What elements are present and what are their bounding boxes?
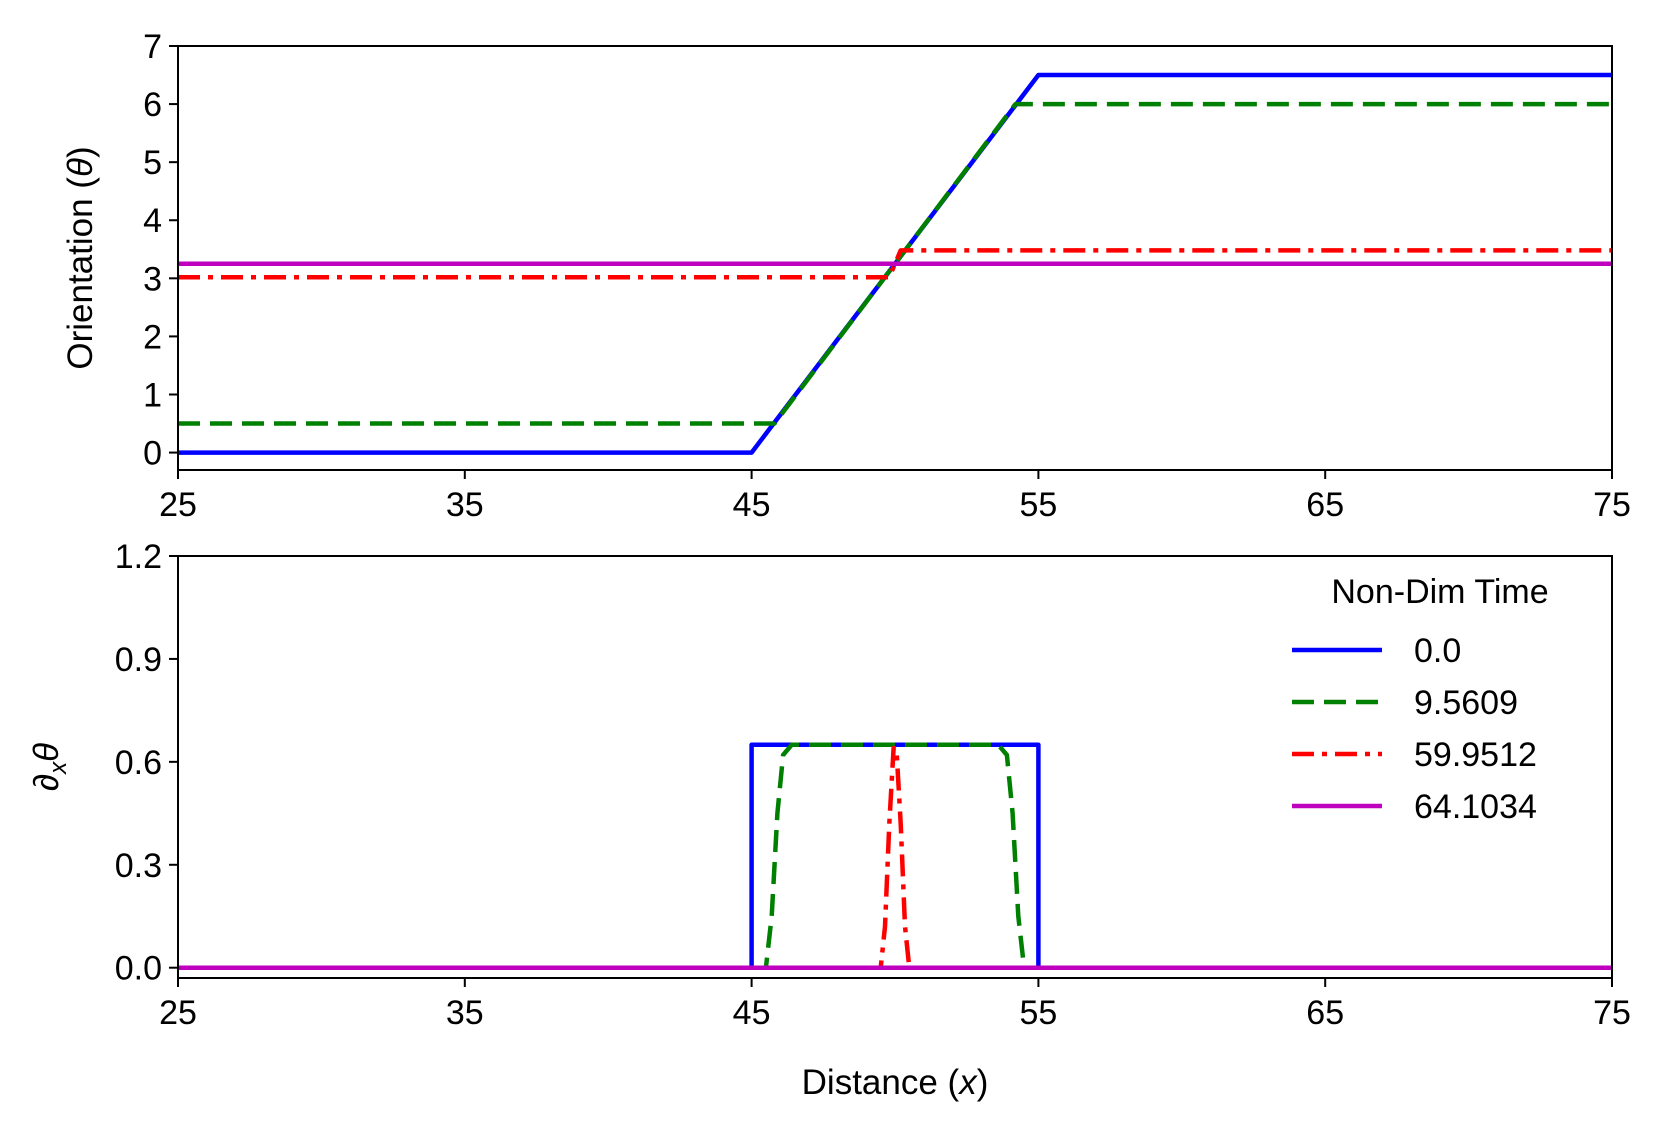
x-tick-label: 55 (1019, 486, 1057, 524)
plot-frame (177, 45, 1613, 471)
x-tick-label: 55 (1019, 994, 1057, 1032)
series-lines (178, 742, 1612, 970)
y-tick-label: 2 (143, 318, 162, 356)
series-line-t1 (178, 742, 1612, 970)
legend: Non-Dim Time 0.0 9.5609 59.9512 64.1034 (1292, 573, 1549, 826)
y-axis-label: Orientation (θ) (61, 146, 100, 369)
y-axis-label: ∂xθ (27, 743, 72, 791)
y-tick-label: 7 (143, 28, 162, 66)
series-line-t2 (178, 248, 1612, 280)
x-tick-label: 35 (446, 486, 484, 524)
legend-label: 9.5609 (1414, 684, 1518, 722)
x-tick-label: 45 (733, 994, 771, 1032)
x-tick-label: 25 (159, 486, 197, 524)
x-axis: 25 35 45 55 65 75 (159, 978, 1631, 1032)
x-tick-label: 35 (446, 994, 484, 1032)
series-line-t1 (178, 101, 1612, 426)
y-tick-label: 0.9 (115, 641, 162, 679)
legend-label: 64.1034 (1414, 788, 1537, 826)
y-tick-label: 3 (143, 260, 162, 298)
x-tick-label: 25 (159, 994, 197, 1032)
y-tick-label: 0.0 (115, 950, 162, 988)
x-axis: 25 35 45 55 65 75 (159, 470, 1631, 524)
x-tick-label: 75 (1593, 994, 1631, 1032)
x-tick-label: 45 (733, 486, 771, 524)
y-tick-label: 0.6 (115, 744, 162, 782)
y-tick-label: 0.3 (115, 847, 162, 885)
series-line-t2 (178, 745, 1612, 970)
x-tick-label: 75 (1593, 486, 1631, 524)
legend-title: Non-Dim Time (1331, 573, 1548, 611)
y-tick-label: 6 (143, 86, 162, 124)
series-lines (178, 72, 1612, 455)
derivative-plot: 25 35 45 55 65 75 0.0 0.3 0.6 0.9 1.2 Distance (x… (27, 538, 1631, 1102)
x-tick-label: 65 (1306, 994, 1344, 1032)
legend-label: 0.0 (1414, 632, 1461, 670)
y-axis: 0.0 0.3 0.6 0.9 1.2 (115, 538, 178, 988)
legend-label: 59.9512 (1414, 736, 1537, 774)
y-tick-label: 0 (143, 435, 162, 473)
y-tick-label: 5 (143, 144, 162, 182)
y-axis: 0 1 2 3 4 5 6 7 (143, 28, 178, 473)
y-tick-label: 1.2 (115, 538, 162, 576)
x-tick-label: 65 (1306, 486, 1344, 524)
y-tick-label: 1 (143, 376, 162, 414)
y-tick-label: 4 (143, 202, 162, 240)
x-axis-label: Distance (x) (802, 1063, 989, 1102)
plot-frame (177, 555, 1613, 979)
